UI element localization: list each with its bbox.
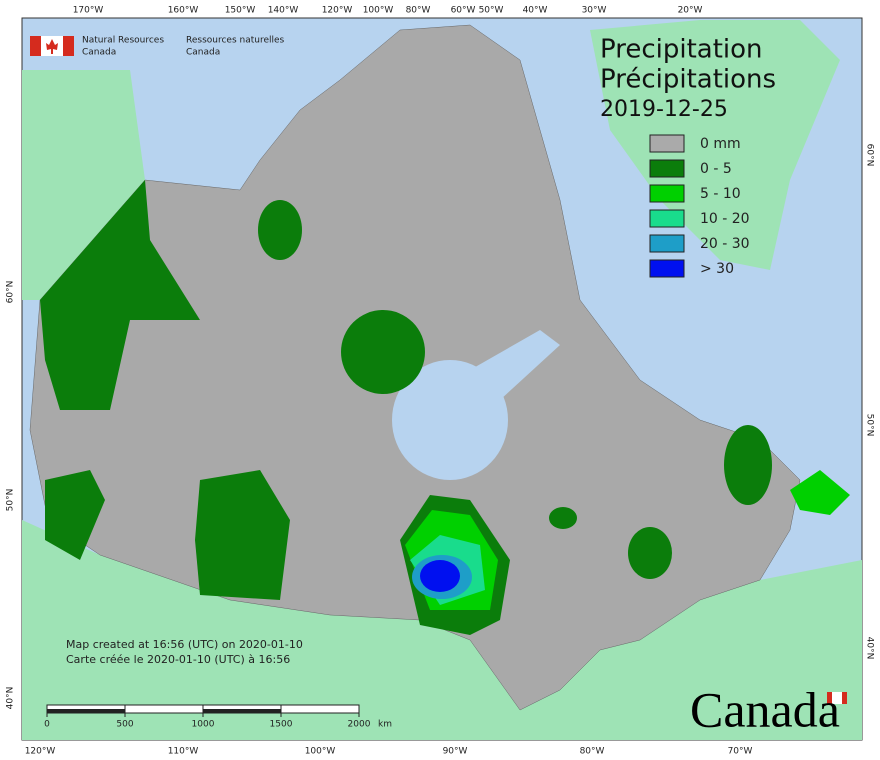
scale-unit: km (378, 720, 392, 730)
scale-segment (47, 709, 125, 713)
legend-swatch (649, 209, 685, 228)
legend-swatch (649, 159, 685, 178)
maple-leaf (46, 39, 58, 54)
precip-quebec (628, 527, 672, 579)
wordmark-flag (827, 692, 832, 704)
precip-labrador (724, 425, 772, 505)
lon-label: 120°W (25, 747, 56, 757)
title-fr: Précipitations (600, 65, 776, 95)
lon-label: 20°W (678, 6, 703, 16)
precip-south-quebec (549, 507, 577, 529)
wordmark: Canada (690, 681, 840, 737)
lon-label: 40°W (523, 6, 548, 16)
lat-label: 40°N (865, 637, 875, 660)
legend-label: 20 - 30 (700, 236, 750, 252)
dept-fr: Canada (186, 48, 220, 58)
lon-label: 90°W (443, 747, 468, 757)
legend-swatch (649, 259, 685, 278)
precip-northwest (40, 180, 200, 410)
precip-newfoundland (790, 470, 850, 515)
lon-label: 50°W (479, 6, 504, 16)
lon-label: 70°W (728, 747, 753, 757)
title-en: Precipitation (600, 35, 763, 65)
title-date: 2019-12-25 (600, 97, 728, 122)
greenland (590, 20, 840, 270)
precip-arctic (258, 200, 302, 260)
credit: Map created at 16:56 (UTC) on 2020-01-10 (66, 638, 303, 651)
lon-label: 80°W (580, 747, 605, 757)
scale-label: 2000 (348, 720, 371, 730)
legend-label: 0 mm (700, 136, 741, 152)
scale-label: 1500 (270, 720, 293, 730)
scale-label: 0 (44, 720, 50, 730)
flag-band (63, 36, 74, 56)
legend-swatch (649, 134, 685, 153)
precip-bc (45, 470, 105, 560)
dept-en: Natural Resources (82, 36, 164, 46)
precip-nunavut (341, 310, 425, 394)
lon-label: 120°W (322, 6, 353, 16)
hudson-bay (392, 360, 508, 480)
dept-fr: Ressources naturelles (186, 36, 285, 46)
lon-label: 110°W (168, 747, 199, 757)
lat-label: 60°N (865, 144, 875, 167)
wordmark-flag (842, 692, 847, 704)
credit: Carte créée le 2020-01-10 (UTC) à 16:56 (66, 653, 290, 666)
lon-label: 150°W (225, 6, 256, 16)
dept-en: Canada (82, 48, 116, 58)
lon-label: 100°W (305, 747, 336, 757)
lon-label: 30°W (582, 6, 607, 16)
lon-label: 170°W (73, 6, 104, 16)
legend-swatch (649, 184, 685, 203)
precip-ontario-max (420, 560, 460, 592)
lon-label: 80°W (406, 6, 431, 16)
lon-label: 100°W (363, 6, 394, 16)
lon-label: 160°W (168, 6, 199, 16)
precip-prairies (195, 470, 290, 600)
usa (22, 520, 862, 740)
legend-label: 5 - 10 (700, 186, 741, 202)
lat-label: 40°N (6, 687, 16, 710)
lon-label: 60°W (451, 6, 476, 16)
legend-label: 0 - 5 (700, 161, 732, 177)
lat-label: 50°N (865, 414, 875, 437)
flag-band (30, 36, 41, 56)
scale-label: 1000 (192, 720, 215, 730)
scale-segment (203, 709, 281, 713)
lat-label: 60°N (6, 281, 16, 304)
scale-label: 500 (116, 720, 133, 730)
legend-label: > 30 (700, 261, 734, 277)
legend-swatch (649, 234, 685, 253)
legend-label: 10 - 20 (700, 211, 750, 227)
hudson-strait (470, 330, 560, 400)
lat-label: 50°N (6, 489, 16, 512)
alaska (22, 70, 145, 300)
lon-label: 140°W (268, 6, 299, 16)
